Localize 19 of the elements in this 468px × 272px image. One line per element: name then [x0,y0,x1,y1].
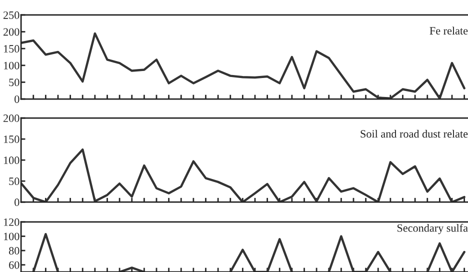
y-tick-label: 80 [8,247,20,255]
y-tick-label: 0 [14,95,20,103]
annotation: Fe relate [430,26,468,35]
y-tick-label: 100 [4,232,20,240]
y-tick-label: 50 [9,178,20,186]
y-tick-label: 200 [3,28,20,36]
y-tick-label: 150 [4,45,20,53]
y-tick-label: 150 [4,136,20,144]
y-tick-label: 0 [14,198,20,206]
y-tick-label: 60 [9,261,20,269]
y-tick-label: 250 [3,11,20,19]
annotation: Soil and road dust relate [360,130,468,138]
line-series [21,148,466,202]
y-tick-label: 100 [4,156,20,164]
y-tick-label: 120 [4,218,20,226]
y-tick-label: 50 [9,78,20,86]
y-tick-label: 100 [4,62,20,70]
y-tick-label: 200 [3,114,20,122]
annotation: Secondary sulfa [397,224,468,234]
